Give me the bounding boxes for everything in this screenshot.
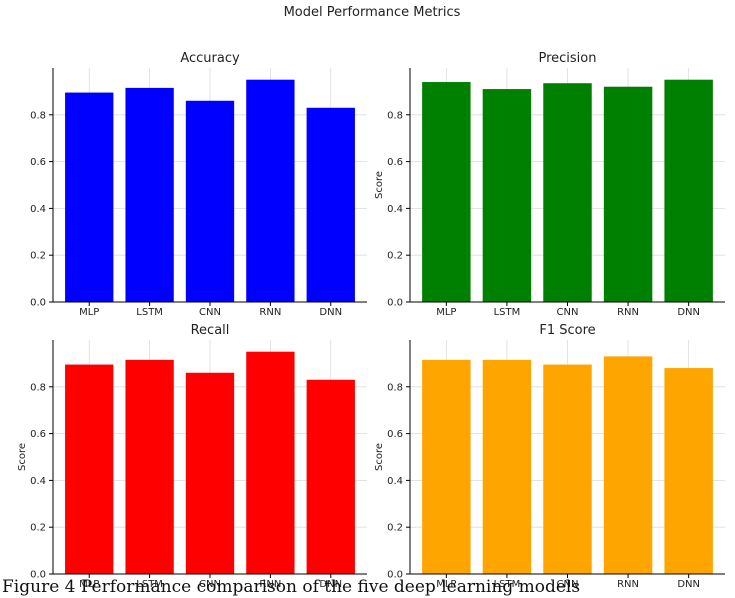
y-tick-label: 0.0 (387, 570, 403, 581)
x-tick-label: CNN (199, 307, 221, 318)
subplot-title: Precision (538, 51, 596, 66)
x-tick-label: DNN (319, 579, 342, 590)
subplot-1: 0.0 0.2 0.4 0.6 0.8 MLP LSTM CNN RNN DNN Precision… (374, 51, 725, 318)
y-tick-label: 0.2 (30, 523, 46, 534)
y-tick-label: 0.4 (387, 476, 403, 487)
x-tick-label: LSTM (494, 579, 521, 590)
y-tick-label: 0.0 (30, 298, 46, 309)
bar-mlp (65, 364, 114, 574)
y-tick-label: 0.6 (30, 157, 46, 168)
bar-cnn (543, 364, 592, 574)
subplot-title: Recall (191, 323, 230, 338)
bar-rnn (603, 86, 653, 302)
x-tick-label: LSTM (136, 307, 163, 318)
x-tick-label: DNN (319, 307, 342, 318)
y-axis-label: Score (374, 443, 385, 471)
figure-suptitle: Model Performance Metrics (284, 5, 461, 20)
x-tick-label: MLP (436, 579, 456, 590)
bar-dnn (664, 79, 713, 302)
x-tick-label: RNN (617, 307, 639, 318)
x-tick-label: DNN (677, 307, 700, 318)
bar-lstm (125, 87, 174, 302)
y-tick-label: 0.4 (387, 204, 403, 215)
y-tick-label: 0.6 (30, 429, 46, 440)
y-tick-label: 0.8 (30, 110, 46, 121)
bar-lstm (125, 359, 174, 574)
y-tick-label: 0.4 (30, 204, 46, 215)
y-tick-label: 0.8 (387, 110, 403, 121)
y-tick-label: 0.8 (30, 382, 46, 393)
bar-cnn (543, 83, 592, 303)
subplot-3: 0.0 0.2 0.4 0.6 0.8 MLP LSTM CNN RNN DNN F1 Score S… (374, 323, 725, 590)
bar-cnn (185, 372, 235, 574)
bar-mlp (422, 359, 471, 574)
x-tick-label: MLP (436, 307, 456, 318)
bar-rnn (246, 79, 295, 302)
x-tick-label: CNN (557, 579, 579, 590)
subplot-0: 0.0 0.2 0.4 0.6 0.8 MLP LSTM CNN RNN DNN Accuracy (30, 51, 367, 318)
x-tick-label: RNN (617, 579, 639, 590)
y-tick-label: 0.4 (30, 476, 46, 487)
bar-dnn (306, 107, 355, 302)
subplot-title: F1 Score (539, 323, 595, 338)
x-tick-label: CNN (557, 307, 579, 318)
x-tick-label: LSTM (136, 579, 163, 590)
y-tick-label: 0.0 (387, 298, 403, 309)
y-tick-label: 0.2 (387, 251, 403, 262)
bar-mlp (422, 82, 471, 302)
y-tick-label: 0.0 (30, 570, 46, 581)
x-tick-label: RNN (259, 579, 281, 590)
bar-cnn (185, 100, 235, 302)
y-tick-label: 0.6 (387, 157, 403, 168)
bar-rnn (246, 351, 295, 574)
bar-dnn (306, 379, 355, 574)
y-axis-label: Score (17, 443, 28, 471)
figure-caption: Figure 4 Performance comparison of the f… (2, 577, 581, 597)
y-tick-label: 0.2 (30, 251, 46, 262)
y-tick-label: 0.6 (387, 429, 403, 440)
subplot-2: 0.0 0.2 0.4 0.6 0.8 MLP LSTM CNN RNN DNN Recall Sco… (17, 323, 367, 590)
x-tick-label: RNN (259, 307, 281, 318)
y-tick-label: 0.2 (387, 523, 403, 534)
subplot-title: Accuracy (180, 51, 240, 66)
bar-lstm (482, 359, 532, 574)
x-tick-label: MLP (79, 307, 99, 318)
bar-rnn (603, 356, 653, 574)
bar-dnn (664, 368, 713, 574)
x-tick-label: LSTM (494, 307, 521, 318)
y-tick-label: 0.8 (387, 382, 403, 393)
x-tick-label: DNN (677, 579, 700, 590)
bar-mlp (65, 92, 114, 302)
x-tick-label: CNN (199, 579, 221, 590)
bar-lstm (482, 89, 532, 302)
x-tick-label: MLP (79, 579, 99, 590)
y-axis-label: Score (374, 171, 385, 199)
